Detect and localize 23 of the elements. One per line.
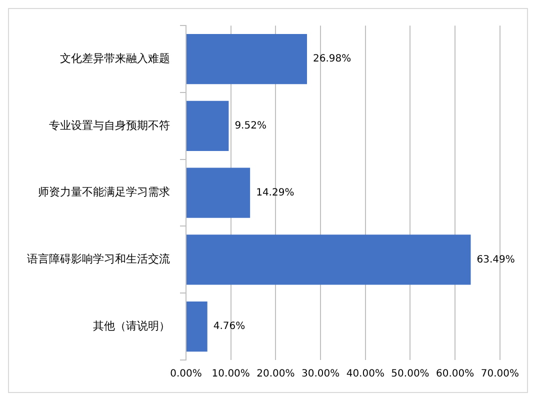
x-tick-label: 70.00% xyxy=(480,368,520,380)
x-tick-label: 40.00% xyxy=(346,368,384,380)
data-label: 63.49% xyxy=(476,254,515,266)
x-tick-label: 30.00% xyxy=(301,368,340,380)
y-tick-label: 文化差异带来融入难题 xyxy=(60,52,170,65)
y-tick-label: 专业设置与自身预期不符 xyxy=(49,118,170,132)
y-tick-label: 师资力量不能满足学习需求 xyxy=(38,186,170,199)
y-tick-label: 其他（请说明） xyxy=(93,319,170,332)
bar xyxy=(186,34,307,84)
data-label: 26.98% xyxy=(313,54,352,65)
bar xyxy=(186,234,471,285)
x-tick-label: 10.00% xyxy=(212,368,250,380)
bar xyxy=(186,100,229,151)
bar xyxy=(186,301,208,352)
data-label: 14.29% xyxy=(256,187,294,198)
data-label: 4.76% xyxy=(213,321,246,332)
bar xyxy=(186,168,250,218)
x-tick-label: 20.00% xyxy=(256,368,295,380)
x-tick-label: 0.00% xyxy=(170,368,202,380)
data-label: 9.52% xyxy=(234,120,266,132)
y-tick-label: 语言障碍影响学习和生活交流 xyxy=(27,252,170,266)
x-tick-label: 50.00% xyxy=(391,368,430,380)
x-tick-label: 60.00% xyxy=(436,368,474,380)
